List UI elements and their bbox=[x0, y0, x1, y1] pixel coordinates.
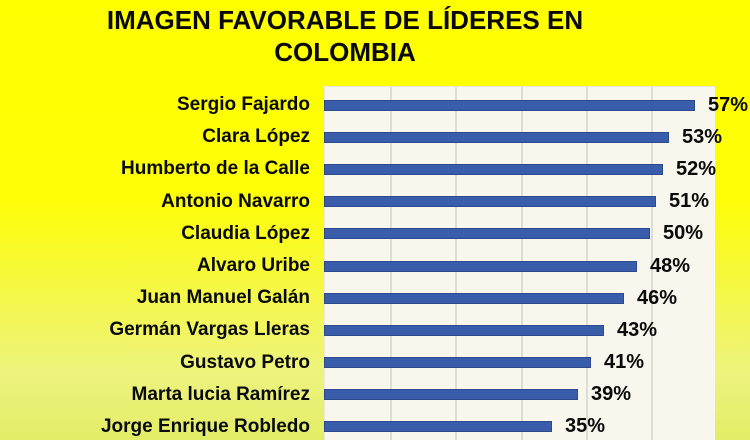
bar bbox=[324, 357, 591, 369]
bar-track: 48% bbox=[324, 250, 750, 282]
chart-title: IMAGEN FAVORABLE DE LÍDERES EN COLOMBIA bbox=[0, 4, 690, 68]
category-label: Claudia López bbox=[181, 222, 310, 244]
value-label: 51% bbox=[669, 190, 710, 213]
bar-track: 39% bbox=[324, 379, 750, 411]
category-label: Jorge Enrique Robledo bbox=[100, 415, 310, 437]
category-label: Clara López bbox=[202, 126, 310, 148]
bar bbox=[324, 421, 552, 433]
category-label: Marta lucia Ramírez bbox=[131, 383, 310, 405]
value-label: 52% bbox=[676, 157, 717, 180]
chart-title-line2: COLOMBIA bbox=[274, 37, 416, 67]
chart-row: Gustavo Petro 41% bbox=[0, 347, 750, 379]
category-label: Sergio Fajardo bbox=[176, 94, 310, 116]
value-label: 53% bbox=[682, 125, 723, 148]
bar bbox=[324, 196, 656, 208]
bar-track: 46% bbox=[324, 282, 750, 314]
bar-track: 52% bbox=[324, 153, 750, 185]
bar-track: 43% bbox=[324, 314, 750, 346]
chart-row: Sergio Fajardo 57% bbox=[0, 89, 750, 121]
chart-row: Germán Vargas Lleras 43% bbox=[0, 314, 750, 346]
chart-title-line1: IMAGEN FAVORABLE DE LÍDERES EN bbox=[106, 5, 584, 35]
bar bbox=[324, 260, 637, 272]
chart-row: Alvaro Uribe 48% bbox=[0, 250, 750, 282]
category-label: Humberto de la Calle bbox=[121, 158, 310, 180]
value-label: 48% bbox=[650, 254, 691, 277]
value-label: 46% bbox=[637, 286, 678, 309]
value-label: 57% bbox=[708, 93, 749, 116]
bar-track: 57% bbox=[324, 89, 750, 121]
bar-track: 53% bbox=[324, 121, 750, 153]
value-label: 35% bbox=[565, 415, 606, 438]
category-label: Alvaro Uribe bbox=[197, 255, 310, 277]
bar bbox=[324, 99, 695, 111]
bar-track: 41% bbox=[324, 347, 750, 379]
value-label: 41% bbox=[604, 351, 645, 374]
chart-row: Marta lucia Ramírez 39% bbox=[0, 379, 750, 411]
bar bbox=[324, 131, 669, 143]
bar bbox=[324, 324, 604, 336]
bar bbox=[324, 292, 624, 304]
category-label: Gustavo Petro bbox=[180, 351, 310, 373]
gridline bbox=[651, 87, 653, 440]
value-label: 43% bbox=[617, 318, 658, 341]
value-label: 50% bbox=[663, 222, 704, 245]
chart-row: Antonio Navarro 51% bbox=[0, 186, 750, 218]
bar bbox=[324, 163, 663, 175]
chart-row: Claudia López 50% bbox=[0, 218, 750, 250]
bar bbox=[324, 389, 578, 401]
chart-rows: Sergio Fajardo 57% Clara López 53% Humberto … bbox=[0, 89, 750, 440]
chart-row: Juan Manuel Galán 46% bbox=[0, 282, 750, 314]
bar-track: 50% bbox=[324, 218, 750, 250]
chart-row: Humberto de la Calle 52% bbox=[0, 153, 750, 185]
bar bbox=[324, 228, 650, 240]
category-label: Antonio Navarro bbox=[161, 190, 310, 212]
bar-track: 35% bbox=[324, 411, 750, 440]
value-label: 39% bbox=[591, 383, 632, 406]
chart-row: Clara López 53% bbox=[0, 121, 750, 153]
chart-row: Jorge Enrique Robledo 35% bbox=[0, 411, 750, 440]
category-label: Germán Vargas Lleras bbox=[109, 319, 310, 341]
category-label: Juan Manuel Galán bbox=[136, 287, 310, 309]
bar-track: 51% bbox=[324, 186, 750, 218]
